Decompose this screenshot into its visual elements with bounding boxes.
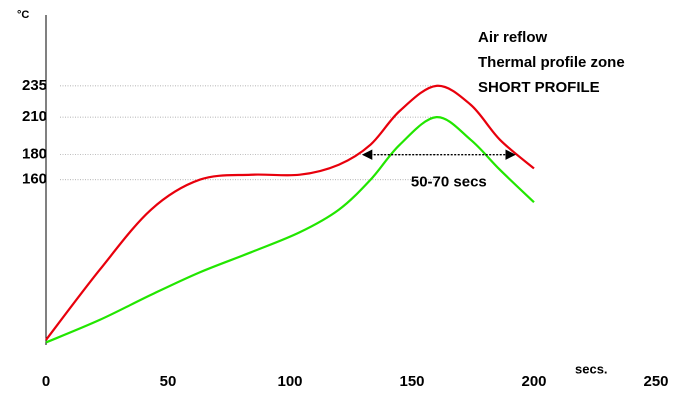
- y-tick-label: 210: [22, 108, 47, 125]
- x-tick-label: 100: [277, 373, 302, 390]
- y-tick-label: 180: [22, 146, 47, 163]
- title-line: SHORT PROFILE: [478, 79, 600, 96]
- x-tick-label: 150: [399, 373, 424, 390]
- x-tick-label: 250: [643, 373, 668, 390]
- y-tick-label: 235: [22, 77, 47, 94]
- title-line: Thermal profile zone: [478, 54, 625, 71]
- arrow-label: 50-70 secs: [411, 174, 487, 191]
- x-tick-label: 50: [160, 373, 177, 390]
- y-axis-label: °C: [17, 9, 29, 21]
- line-series: [45, 84, 535, 341]
- x-axis-label: secs.: [575, 361, 608, 376]
- title-line: Air reflow: [478, 29, 548, 46]
- line-series: [45, 116, 535, 344]
- x-tick-label: 0: [42, 373, 50, 390]
- y-tick-label: 160: [22, 171, 47, 188]
- x-tick-label: 200: [521, 373, 546, 390]
